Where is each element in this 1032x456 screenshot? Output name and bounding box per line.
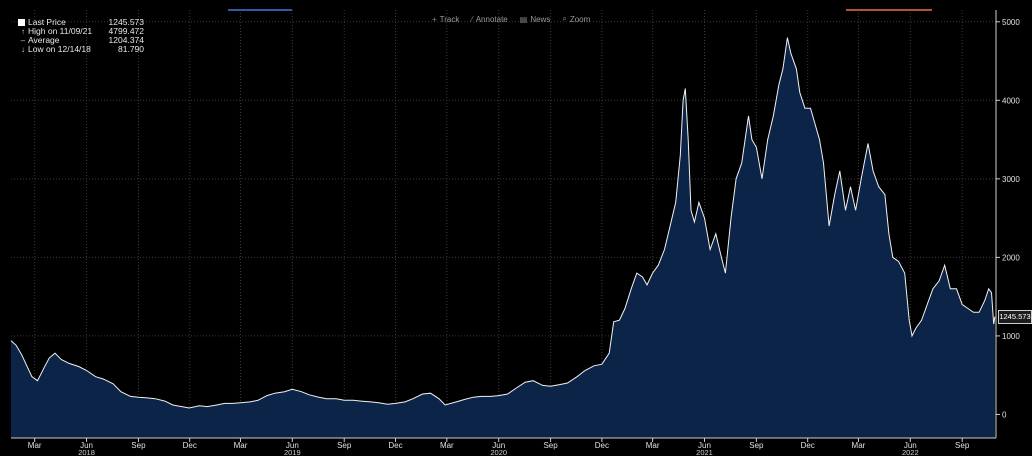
y-tick-label: 5000 bbox=[1002, 18, 1020, 27]
annotate-label: Annotate bbox=[475, 14, 508, 24]
x-tick-label: Sep bbox=[131, 441, 146, 450]
news-icon: ▤ bbox=[519, 14, 528, 24]
legend-label: Low on 12/14/18 bbox=[28, 44, 91, 54]
top-marker-orange bbox=[846, 9, 932, 11]
x-tick-label: Sep bbox=[955, 441, 970, 450]
news-button[interactable]: ▤ News bbox=[520, 14, 551, 24]
y-tick-label: 2000 bbox=[1002, 253, 1020, 262]
x-tick-label: Jun bbox=[698, 441, 711, 450]
crosshair-icon: + bbox=[432, 14, 437, 24]
legend-average: – Average 1204.374 bbox=[18, 35, 144, 46]
x-tick-label: Jun bbox=[492, 441, 505, 450]
x-year-label: 2021 bbox=[696, 448, 713, 456]
legend-last-price: Last Price 1245.573 bbox=[18, 18, 144, 27]
x-tick-label: Mar bbox=[646, 441, 660, 450]
x-tick-label: Mar bbox=[440, 441, 454, 450]
track-button[interactable]: + Track bbox=[432, 14, 459, 24]
down-arrow-icon: ↓ bbox=[21, 45, 25, 54]
pencil-icon: ⁄ bbox=[471, 14, 473, 24]
y-tick-label: 4000 bbox=[1002, 96, 1020, 105]
legend-high: ↑ High on 11/09/21 4799.472 bbox=[18, 26, 144, 37]
legend-value: 1204.374 bbox=[108, 35, 144, 45]
x-tick-label: Mar bbox=[28, 441, 42, 450]
legend-label: Average bbox=[28, 35, 60, 45]
legend-low: ↓ Low on 12/14/18 81.790 bbox=[18, 44, 144, 55]
legend-value: 4799.472 bbox=[108, 26, 144, 36]
x-tick-label: Dec bbox=[388, 441, 402, 450]
y-tick-label: 1000 bbox=[1002, 332, 1020, 341]
annotate-button[interactable]: ⁄ Annotate bbox=[471, 14, 507, 24]
x-tick-label: Mar bbox=[852, 441, 866, 450]
y-tick-label: 3000 bbox=[1002, 175, 1020, 184]
x-tick-label: Sep bbox=[543, 441, 558, 450]
x-tick-label: Jun bbox=[80, 441, 93, 450]
legend-square-icon bbox=[18, 19, 25, 26]
legend-label: Last Price bbox=[28, 17, 66, 27]
x-tick-label: Dec bbox=[801, 441, 815, 450]
magnifier-icon: ⌕ bbox=[562, 14, 567, 23]
chart-axes: 0 1000 2000 3000 4000 5000 Mar Jun Sep Dec Mar Jun S… bbox=[11, 10, 1020, 456]
x-year-label: 2020 bbox=[490, 448, 507, 456]
price-line bbox=[10, 37, 996, 409]
chart-legend: Last Price 1245.573 ↑ High on 11/09/21 4… bbox=[18, 18, 144, 54]
chart-toolbar: + Track ⁄ Annotate ▤ News ⌕ Zoom bbox=[432, 14, 590, 24]
up-arrow-icon: ↑ bbox=[21, 27, 25, 36]
price-area bbox=[11, 37, 995, 438]
x-tick-label: Jun bbox=[904, 441, 917, 450]
x-year-label: 2018 bbox=[78, 448, 95, 456]
news-label: News bbox=[530, 14, 551, 24]
dash-icon: – bbox=[20, 36, 26, 45]
track-label: Track bbox=[439, 14, 460, 24]
legend-value: 81.790 bbox=[118, 44, 144, 54]
x-tick-label: Jun bbox=[286, 441, 299, 450]
x-tick-label: Sep bbox=[337, 441, 352, 450]
top-marker-blue bbox=[228, 9, 292, 11]
x-year-label: 2022 bbox=[902, 448, 919, 456]
y-tick-label: 0 bbox=[1002, 410, 1007, 419]
zoom-label: Zoom bbox=[569, 14, 591, 24]
legend-value: 1245.573 bbox=[108, 17, 144, 27]
x-tick-label: Mar bbox=[234, 441, 248, 450]
x-tick-label: Dec bbox=[595, 441, 609, 450]
zoom-button[interactable]: ⌕ Zoom bbox=[562, 14, 590, 24]
x-year-label: 2019 bbox=[284, 448, 301, 456]
last-price-tag: 1245.573 bbox=[998, 310, 1032, 324]
x-tick-label: Sep bbox=[749, 441, 764, 450]
legend-label: High on 11/09/21 bbox=[28, 26, 93, 36]
x-tick-label: Dec bbox=[183, 441, 197, 450]
